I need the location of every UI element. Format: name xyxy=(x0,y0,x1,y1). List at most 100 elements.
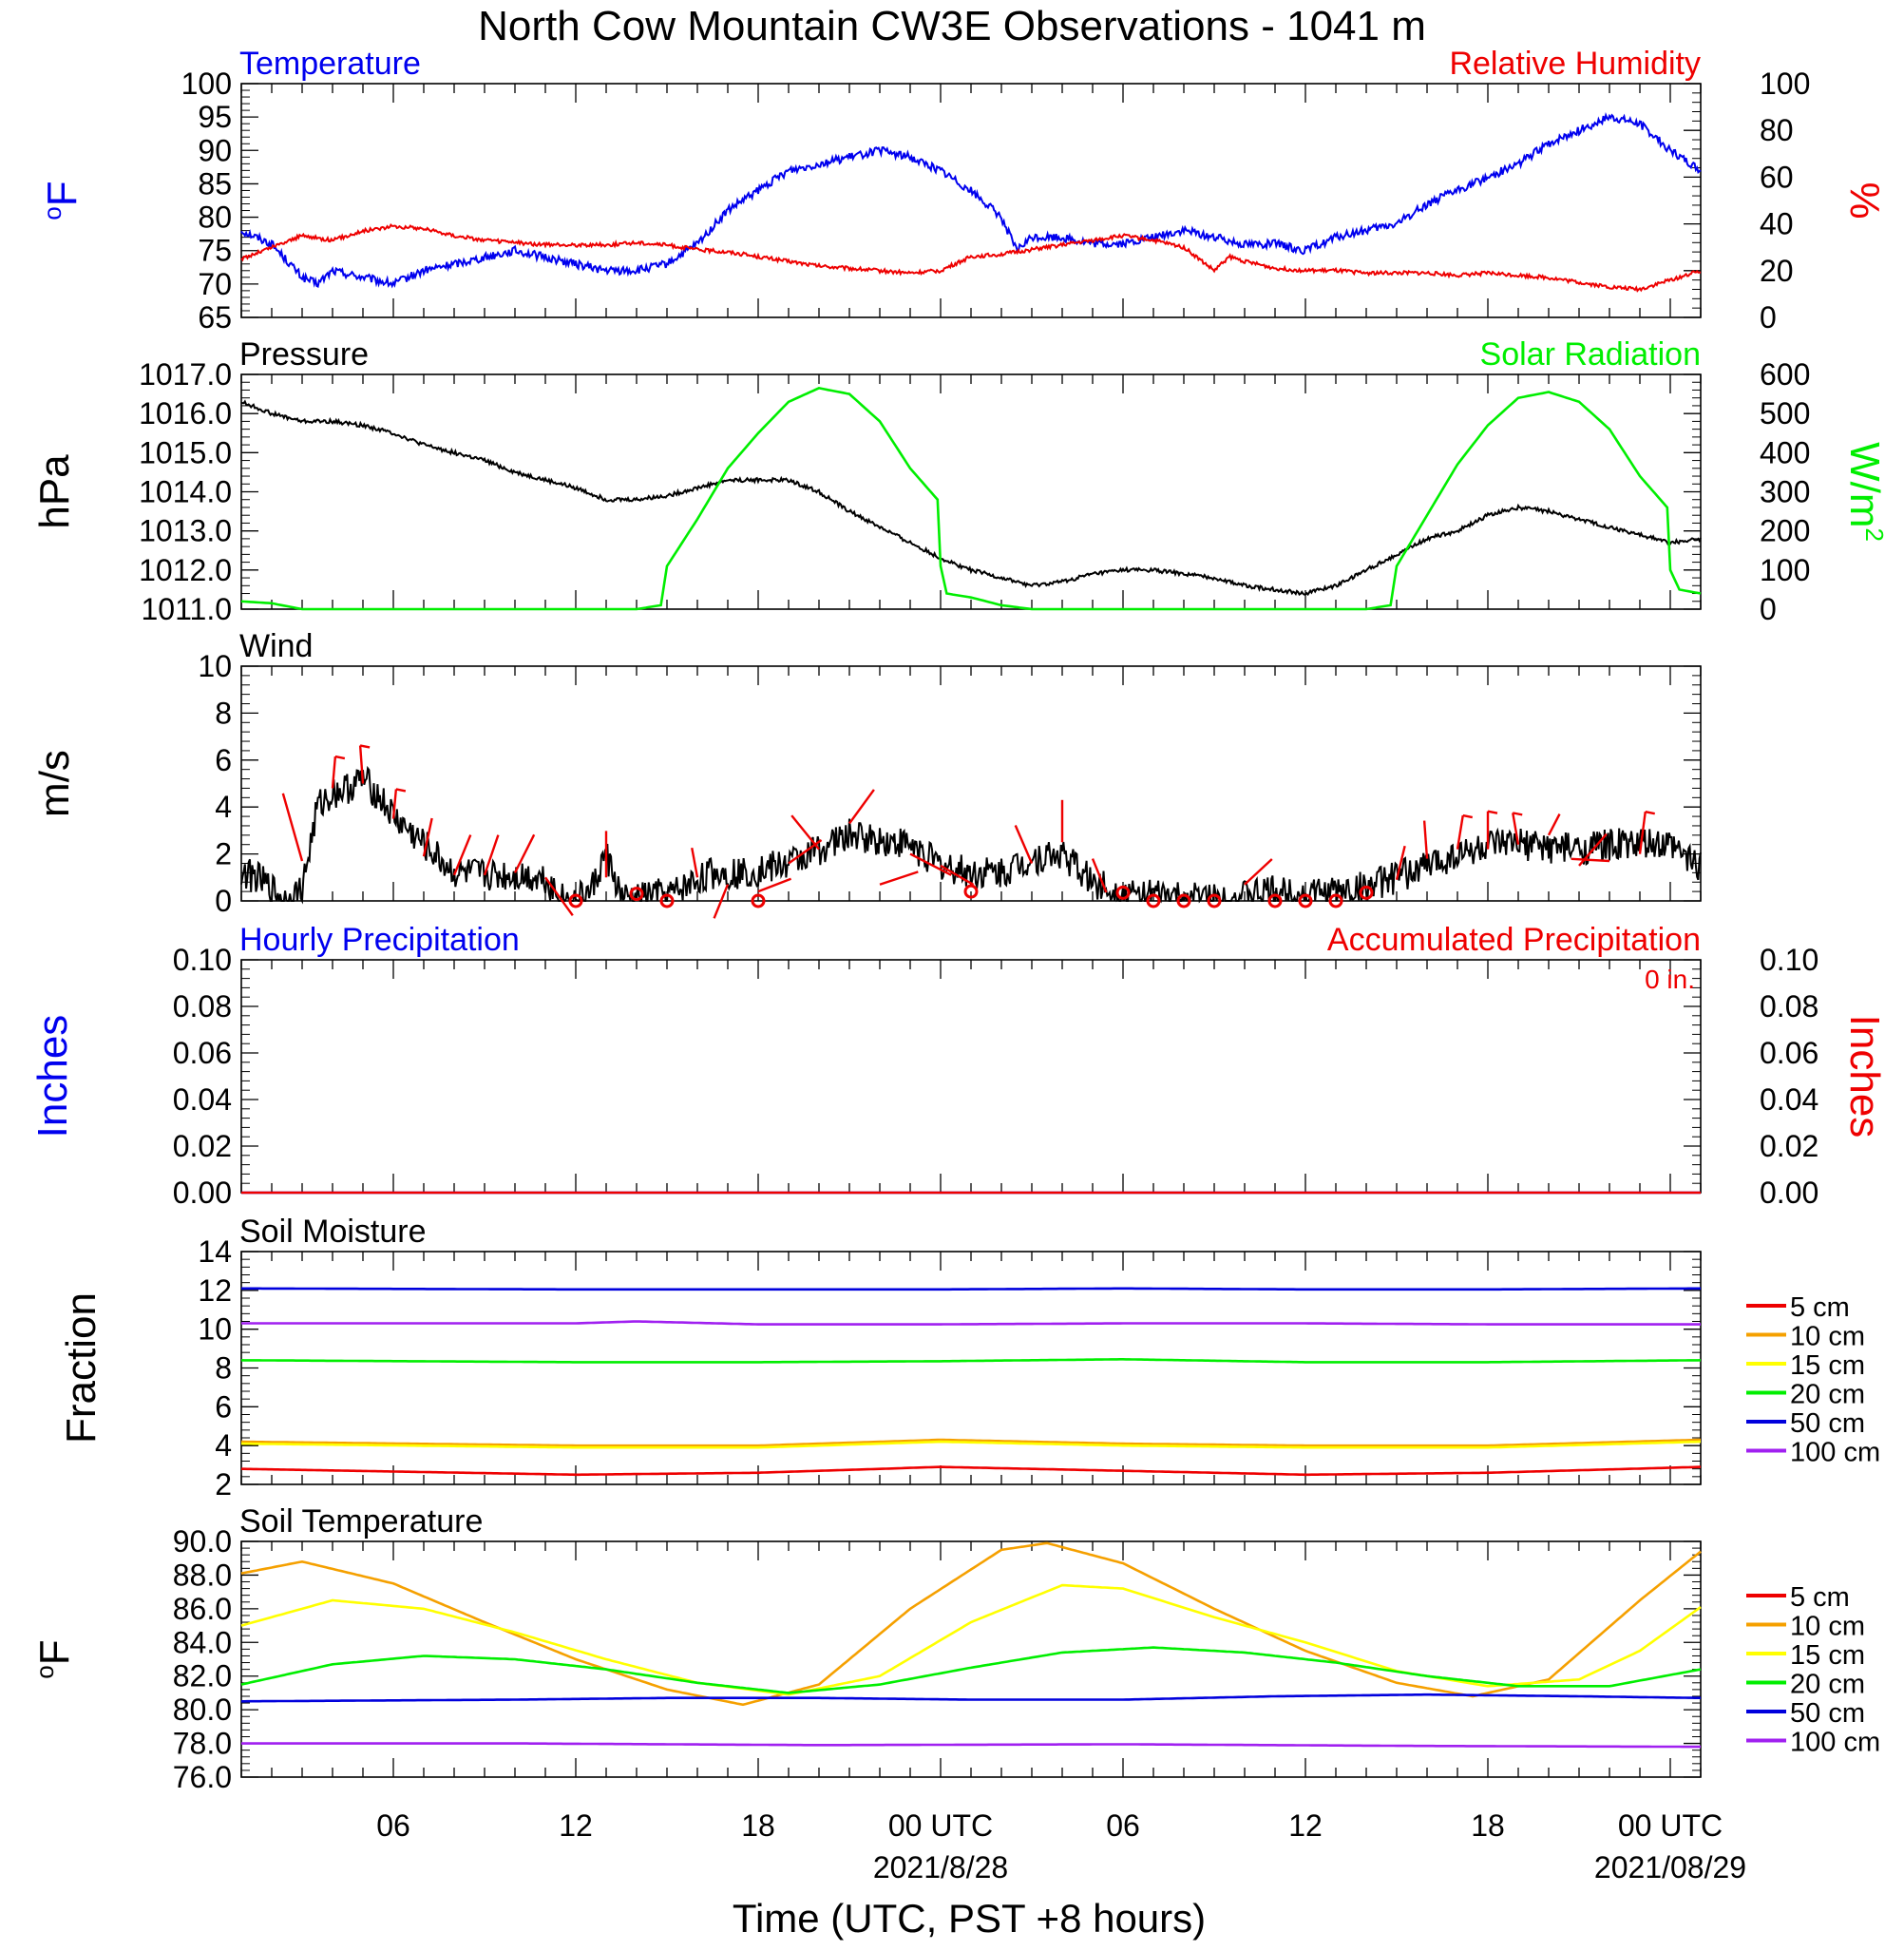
wind-barb xyxy=(391,789,398,819)
y2-tick-label: 0.00 xyxy=(1760,1176,1818,1210)
wind-barb xyxy=(483,834,500,876)
y-tick-label: 12 xyxy=(198,1273,232,1308)
series-line-100cm xyxy=(241,1742,1701,1749)
series-line-15cm xyxy=(240,1583,1702,1696)
y-tick-label: 2 xyxy=(215,1467,232,1502)
legend-label: 10 cm xyxy=(1790,1322,1865,1352)
y2-tick-label: 40 xyxy=(1760,207,1794,241)
wind-barb xyxy=(1571,857,1610,863)
series-line-solar xyxy=(240,387,1702,611)
x-tick-label: 06 xyxy=(1106,1808,1140,1843)
y-tick-label: 1016.0 xyxy=(139,396,232,430)
y-tick-label: 10 xyxy=(198,649,232,683)
y-tick-label: 86.0 xyxy=(173,1592,232,1626)
y-tick-label: 2 xyxy=(215,837,232,871)
y-axis-label: oF xyxy=(38,181,86,220)
x-tick-label: 12 xyxy=(1288,1808,1323,1843)
calm-wind-circle xyxy=(1115,885,1131,900)
panel-frame xyxy=(240,959,1702,1194)
y2-tick-label: 100 xyxy=(1760,67,1810,101)
y2-axis-label: % xyxy=(1841,182,1888,219)
y-tick-label: 1013.0 xyxy=(139,514,232,548)
calm-wind-circle xyxy=(1267,893,1283,909)
wind-barb xyxy=(1091,858,1108,893)
y-tick-label: 0.10 xyxy=(173,943,232,977)
y2-tick-label: 0.02 xyxy=(1760,1129,1818,1163)
calm-wind-circle xyxy=(659,893,675,909)
legend-label: 10 cm xyxy=(1790,1612,1865,1642)
wind-barb xyxy=(848,789,875,825)
wind-barb xyxy=(713,884,730,919)
wind-barb xyxy=(331,756,337,789)
y-tick-label: 82.0 xyxy=(173,1659,232,1693)
panel-title-left: Soil Temperature xyxy=(239,1503,483,1540)
y-axis-label: oF xyxy=(30,1639,78,1678)
series-line-20cm xyxy=(240,1646,1702,1694)
calm-wind-circle xyxy=(1359,885,1374,900)
legend-label: 50 cm xyxy=(1790,1698,1865,1729)
panel-title-right: Relative Humidity xyxy=(1449,46,1701,82)
x-tick-date: 2021/08/29 xyxy=(1594,1850,1746,1884)
wind-barb xyxy=(1395,845,1406,881)
calm-wind-circle xyxy=(1298,893,1313,909)
chart-title: North Cow Mountain CW3E Observations - 1… xyxy=(478,3,1426,49)
legend-label: 15 cm xyxy=(1790,1640,1865,1671)
y-tick-label: 1015.0 xyxy=(139,435,232,469)
calm-wind-circle xyxy=(751,893,766,909)
y-tick-label: 85 xyxy=(198,166,232,201)
y2-tick-label: 600 xyxy=(1760,357,1810,392)
wind-barb xyxy=(757,877,791,893)
y-tick-label: 100 xyxy=(181,67,232,101)
y2-tick-label: 0 xyxy=(1760,300,1777,335)
wind-barb xyxy=(1512,813,1520,845)
x-tick-label: 06 xyxy=(376,1808,410,1843)
y2-tick-label: 0.06 xyxy=(1760,1036,1818,1070)
wind-barb-feather xyxy=(1645,810,1655,815)
y2-tick-label: 0 xyxy=(1760,592,1777,626)
wind-barb xyxy=(1014,824,1034,864)
wind-barb xyxy=(358,745,365,784)
panel-frame xyxy=(240,1540,1702,1778)
legend-label: 5 cm xyxy=(1790,1292,1850,1323)
y-axis-label: Fraction xyxy=(58,1292,105,1444)
calm-wind-circle xyxy=(1176,893,1191,909)
panel-frame xyxy=(240,83,1702,318)
y-tick-label: 80 xyxy=(198,201,232,235)
series-line-temperature xyxy=(240,111,1702,289)
y-tick-label: 65 xyxy=(198,300,232,335)
y-axis-label: m/s xyxy=(31,750,78,817)
y-tick-label: 76.0 xyxy=(173,1760,232,1794)
wind-barb-feather xyxy=(1462,813,1473,819)
series-line-100cm xyxy=(241,1320,1701,1326)
y2-tick-label: 0.08 xyxy=(1760,989,1818,1023)
y2-tick-label: 100 xyxy=(1760,553,1810,587)
y-tick-label: 70 xyxy=(198,267,232,301)
series-line-pressure xyxy=(240,399,1702,597)
series-line-50cm xyxy=(241,1287,1701,1291)
y-tick-label: 0.04 xyxy=(173,1082,232,1117)
x-tick-label: 18 xyxy=(1471,1808,1505,1843)
y2-tick-label: 400 xyxy=(1760,435,1810,469)
y-tick-label: 0.06 xyxy=(173,1036,232,1070)
panel-title-left: Hourly Precipitation xyxy=(239,922,520,958)
y-tick-label: 90.0 xyxy=(173,1524,232,1559)
x-axis-label: Time (UTC, PST +8 hours) xyxy=(733,1896,1206,1941)
y2-tick-label: 200 xyxy=(1760,514,1810,548)
y-tick-label: 1014.0 xyxy=(139,475,232,509)
y-tick-label: 84.0 xyxy=(173,1625,232,1659)
panel-title-left: Wind xyxy=(239,628,313,664)
series-line-5cm xyxy=(241,1465,1702,1477)
wind-barb xyxy=(281,793,304,862)
series-line-humidity xyxy=(240,222,1702,293)
y2-tick-label: 80 xyxy=(1760,113,1794,147)
calm-wind-circle xyxy=(1146,893,1161,909)
y-tick-label: 90 xyxy=(198,133,232,167)
wind-barb xyxy=(513,833,536,873)
y2-tick-label: 300 xyxy=(1760,475,1810,509)
y-tick-label: 4 xyxy=(215,790,232,824)
y-tick-label: 0.00 xyxy=(173,1176,232,1210)
y2-axis-label: W/m2 xyxy=(1841,442,1889,542)
y-tick-label: 6 xyxy=(215,743,232,777)
